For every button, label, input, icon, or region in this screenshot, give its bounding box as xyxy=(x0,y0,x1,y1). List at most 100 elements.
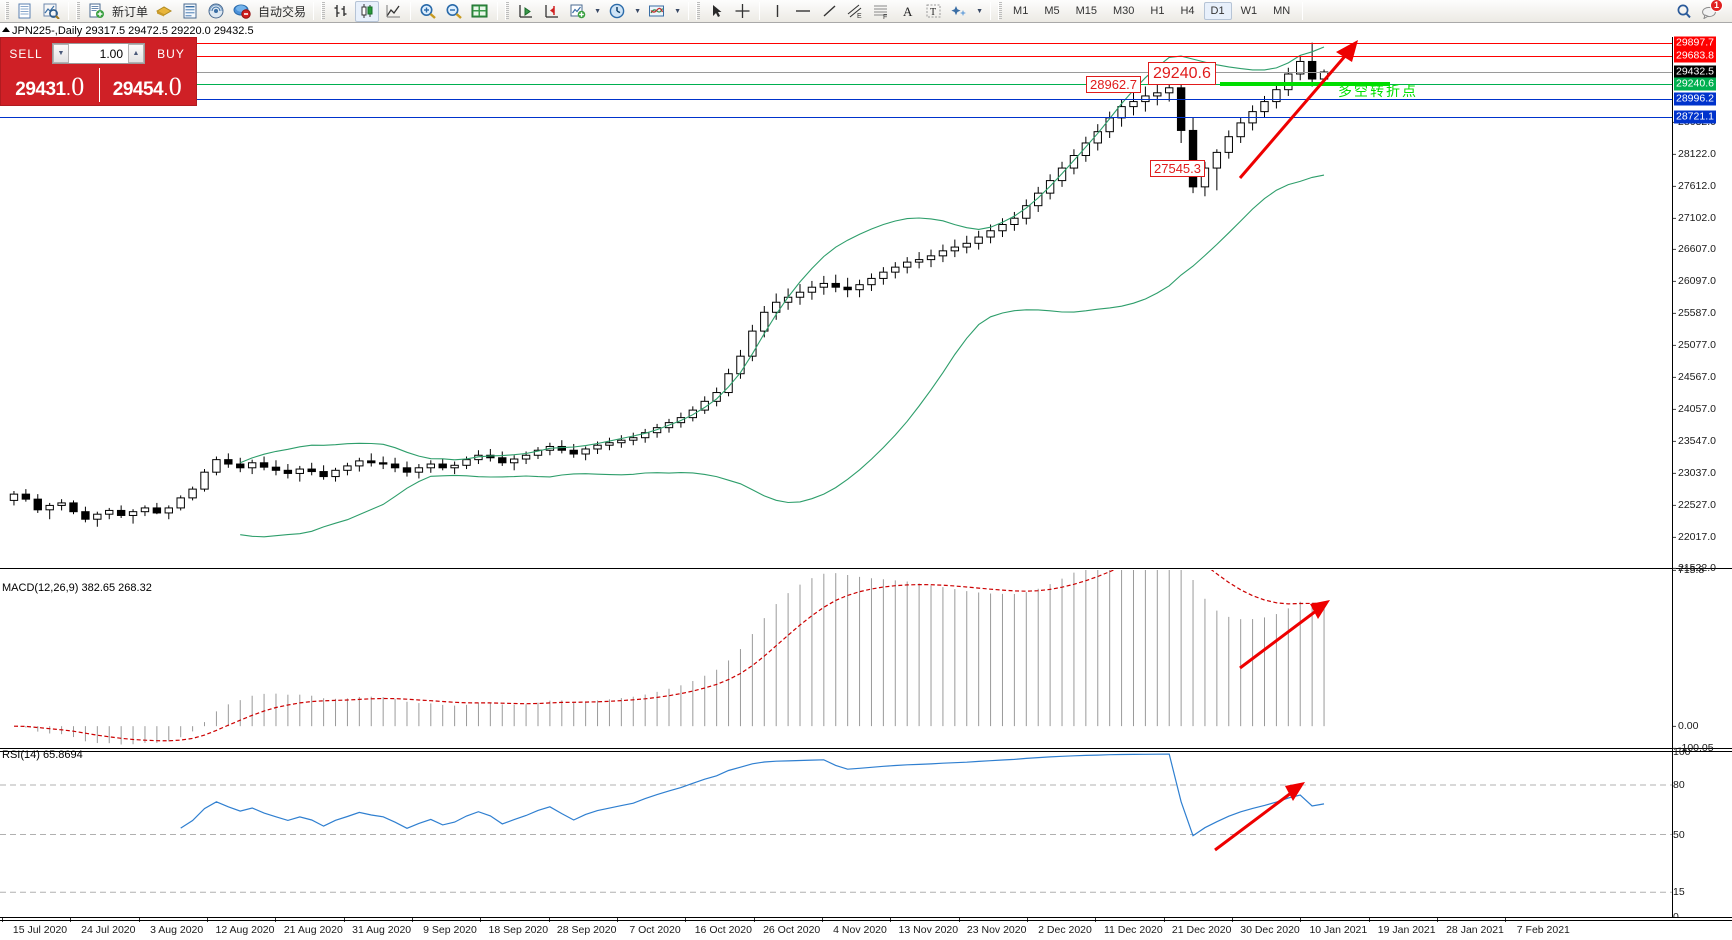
toolbar-grip[interactable] xyxy=(5,2,9,20)
toolbar-separator-4 xyxy=(497,2,499,20)
buy-button[interactable]: BUY xyxy=(157,46,185,61)
shapes-icon[interactable] xyxy=(947,1,971,22)
text-box-icon[interactable]: T xyxy=(921,1,945,22)
vertical-line-icon[interactable] xyxy=(765,1,789,22)
price-tag-28996-2: 28996.2 xyxy=(1674,92,1716,106)
timeframe-h4[interactable]: H4 xyxy=(1180,5,1195,17)
zoom-out-icon[interactable] xyxy=(442,1,466,22)
rsi-pane-divider-top xyxy=(0,748,1672,749)
date-axis-second-line xyxy=(0,920,1732,921)
new-window-icon[interactable] xyxy=(13,1,37,22)
resistance-line-29897 xyxy=(0,42,1672,44)
annotation-28962: 28962.7 xyxy=(1086,76,1141,93)
new-order-label[interactable]: 新订单 xyxy=(112,4,149,19)
date-label: 18 Sep 2020 xyxy=(488,924,549,936)
timeframe-m15[interactable]: M15 xyxy=(1075,5,1097,17)
annotation-29240: 29240.6 xyxy=(1148,62,1216,85)
rsi-pane[interactable] xyxy=(0,752,1672,917)
price-pane[interactable] xyxy=(0,37,1672,568)
crosshair-icon[interactable] xyxy=(730,1,754,22)
date-scale-axis[interactable]: 15 Jul 2020 24 Jul 2020 3 Aug 2020 12 Aug 2… xyxy=(0,917,1732,940)
volume-input[interactable]: ▼ 1.00 ▲ xyxy=(52,43,145,64)
price-scale-axis[interactable]: 28632.028122.027612.027102.026607.026097… xyxy=(1672,36,1732,923)
toolbar-grip-2[interactable] xyxy=(76,2,80,20)
toolbar-grip-6[interactable] xyxy=(998,2,1003,20)
notifications-icon[interactable]: 1 xyxy=(1698,0,1723,22)
timeframe-m1[interactable]: M1 xyxy=(1013,5,1029,17)
timeframe-m5[interactable]: M5 xyxy=(1044,5,1060,17)
price-tag-29432-5: 29432.5 xyxy=(1674,65,1716,79)
macd-pane[interactable] xyxy=(0,570,1672,748)
date-label: 13 Nov 2020 xyxy=(898,924,959,936)
templates-icon[interactable] xyxy=(645,1,669,22)
data-window-icon[interactable] xyxy=(178,1,202,22)
horizontal-line-icon[interactable] xyxy=(791,1,815,22)
autotrading-label[interactable]: 自动交易 xyxy=(258,4,307,19)
sell-price[interactable]: 29431. 0 xyxy=(1,66,99,104)
toolbar-grip-4[interactable] xyxy=(505,2,510,20)
signals-icon[interactable] xyxy=(204,1,228,22)
timeframe-w1[interactable]: W1 xyxy=(1240,5,1258,17)
rsi-canvas xyxy=(0,753,1672,893)
price-tick: 28122.0 xyxy=(1673,148,1716,160)
axis-divider-rsi2 xyxy=(1673,751,1732,752)
chart-shift-grid-icon[interactable] xyxy=(468,1,492,22)
rsi-indicator-label: RSI(14) 65.8694 xyxy=(2,749,83,761)
bar-chart-icon[interactable] xyxy=(329,1,353,22)
timeframe-d1[interactable]: D1 xyxy=(1203,2,1232,20)
one-click-trading-panel[interactable]: SELL ▼ 1.00 ▲ BUY 29431. 0 29454. 0 xyxy=(0,37,197,106)
price-tick: 22527.0 xyxy=(1673,499,1716,511)
equidistant-channel-icon[interactable]: E xyxy=(843,1,867,22)
autotrading-icon[interactable] xyxy=(230,1,254,22)
new-order-icon[interactable] xyxy=(84,1,108,22)
period-dropdown-caret[interactable]: ▼ xyxy=(634,7,641,15)
search-icon[interactable] xyxy=(1672,1,1696,22)
notification-badge: 1 xyxy=(1710,0,1723,12)
price-tag-29240-6: 29240.6 xyxy=(1674,77,1716,91)
timeframe-m30[interactable]: M30 xyxy=(1113,5,1135,17)
toolbar-grip-3[interactable] xyxy=(321,2,326,20)
svg-text:F: F xyxy=(883,14,887,19)
shapes-dropdown-caret[interactable]: ▼ xyxy=(976,7,983,15)
rsi-trend-arrow-head xyxy=(1285,782,1305,801)
chart-shift-icon[interactable] xyxy=(539,1,563,22)
chart-collapse-arrow-icon[interactable] xyxy=(2,27,10,32)
timeframe-h1[interactable]: H1 xyxy=(1150,5,1165,17)
buy-price[interactable]: 29454. 0 xyxy=(99,66,197,104)
fibonacci-retracement-icon[interactable]: F xyxy=(869,1,893,22)
date-label: 10 Jan 2021 xyxy=(1309,924,1368,936)
date-label: 7 Feb 2021 xyxy=(1516,924,1570,936)
toolbar-grip-5[interactable] xyxy=(696,2,701,20)
price-tick: 25077.0 xyxy=(1673,339,1716,351)
templates-dropdown-caret[interactable]: ▼ xyxy=(674,7,681,15)
macd-tick: 715.8 xyxy=(1673,564,1704,576)
volume-increment-button[interactable]: ▲ xyxy=(128,44,144,63)
date-label: 23 Nov 2020 xyxy=(966,924,1027,936)
add-indicator-icon[interactable] xyxy=(565,1,589,22)
resistance-line-29683 xyxy=(0,56,1672,58)
indicator-dropdown-caret[interactable]: ▼ xyxy=(594,7,601,15)
volume-decrement-button[interactable]: ▼ xyxy=(53,44,69,63)
auto-scroll-icon[interactable] xyxy=(513,1,537,22)
date-label: 16 Oct 2020 xyxy=(694,924,752,936)
toolbar-separator-3 xyxy=(410,2,412,20)
date-label: 7 Oct 2020 xyxy=(629,924,681,936)
cursor-icon[interactable] xyxy=(704,1,728,22)
toolbar-separator-7 xyxy=(990,2,992,20)
timeframe-mn[interactable]: MN xyxy=(1273,5,1291,17)
text-label-icon[interactable]: A xyxy=(895,1,919,22)
date-label: 9 Sep 2020 xyxy=(423,924,477,936)
sell-button[interactable]: SELL xyxy=(9,46,43,61)
market-watch-icon[interactable] xyxy=(39,1,63,22)
mql5-community-icon[interactable] xyxy=(152,1,176,22)
rsi-tick: 80 xyxy=(1673,779,1685,792)
rsi-tick: 15 xyxy=(1673,886,1685,899)
toolbar-separator xyxy=(68,2,69,20)
trendline-icon[interactable] xyxy=(817,1,841,22)
line-chart-icon[interactable] xyxy=(381,1,405,22)
zoom-in-icon[interactable] xyxy=(416,1,440,22)
period-separator-icon[interactable] xyxy=(605,1,629,22)
price-tick: 23547.0 xyxy=(1673,435,1716,447)
candlestick-chart-icon[interactable] xyxy=(355,0,380,22)
